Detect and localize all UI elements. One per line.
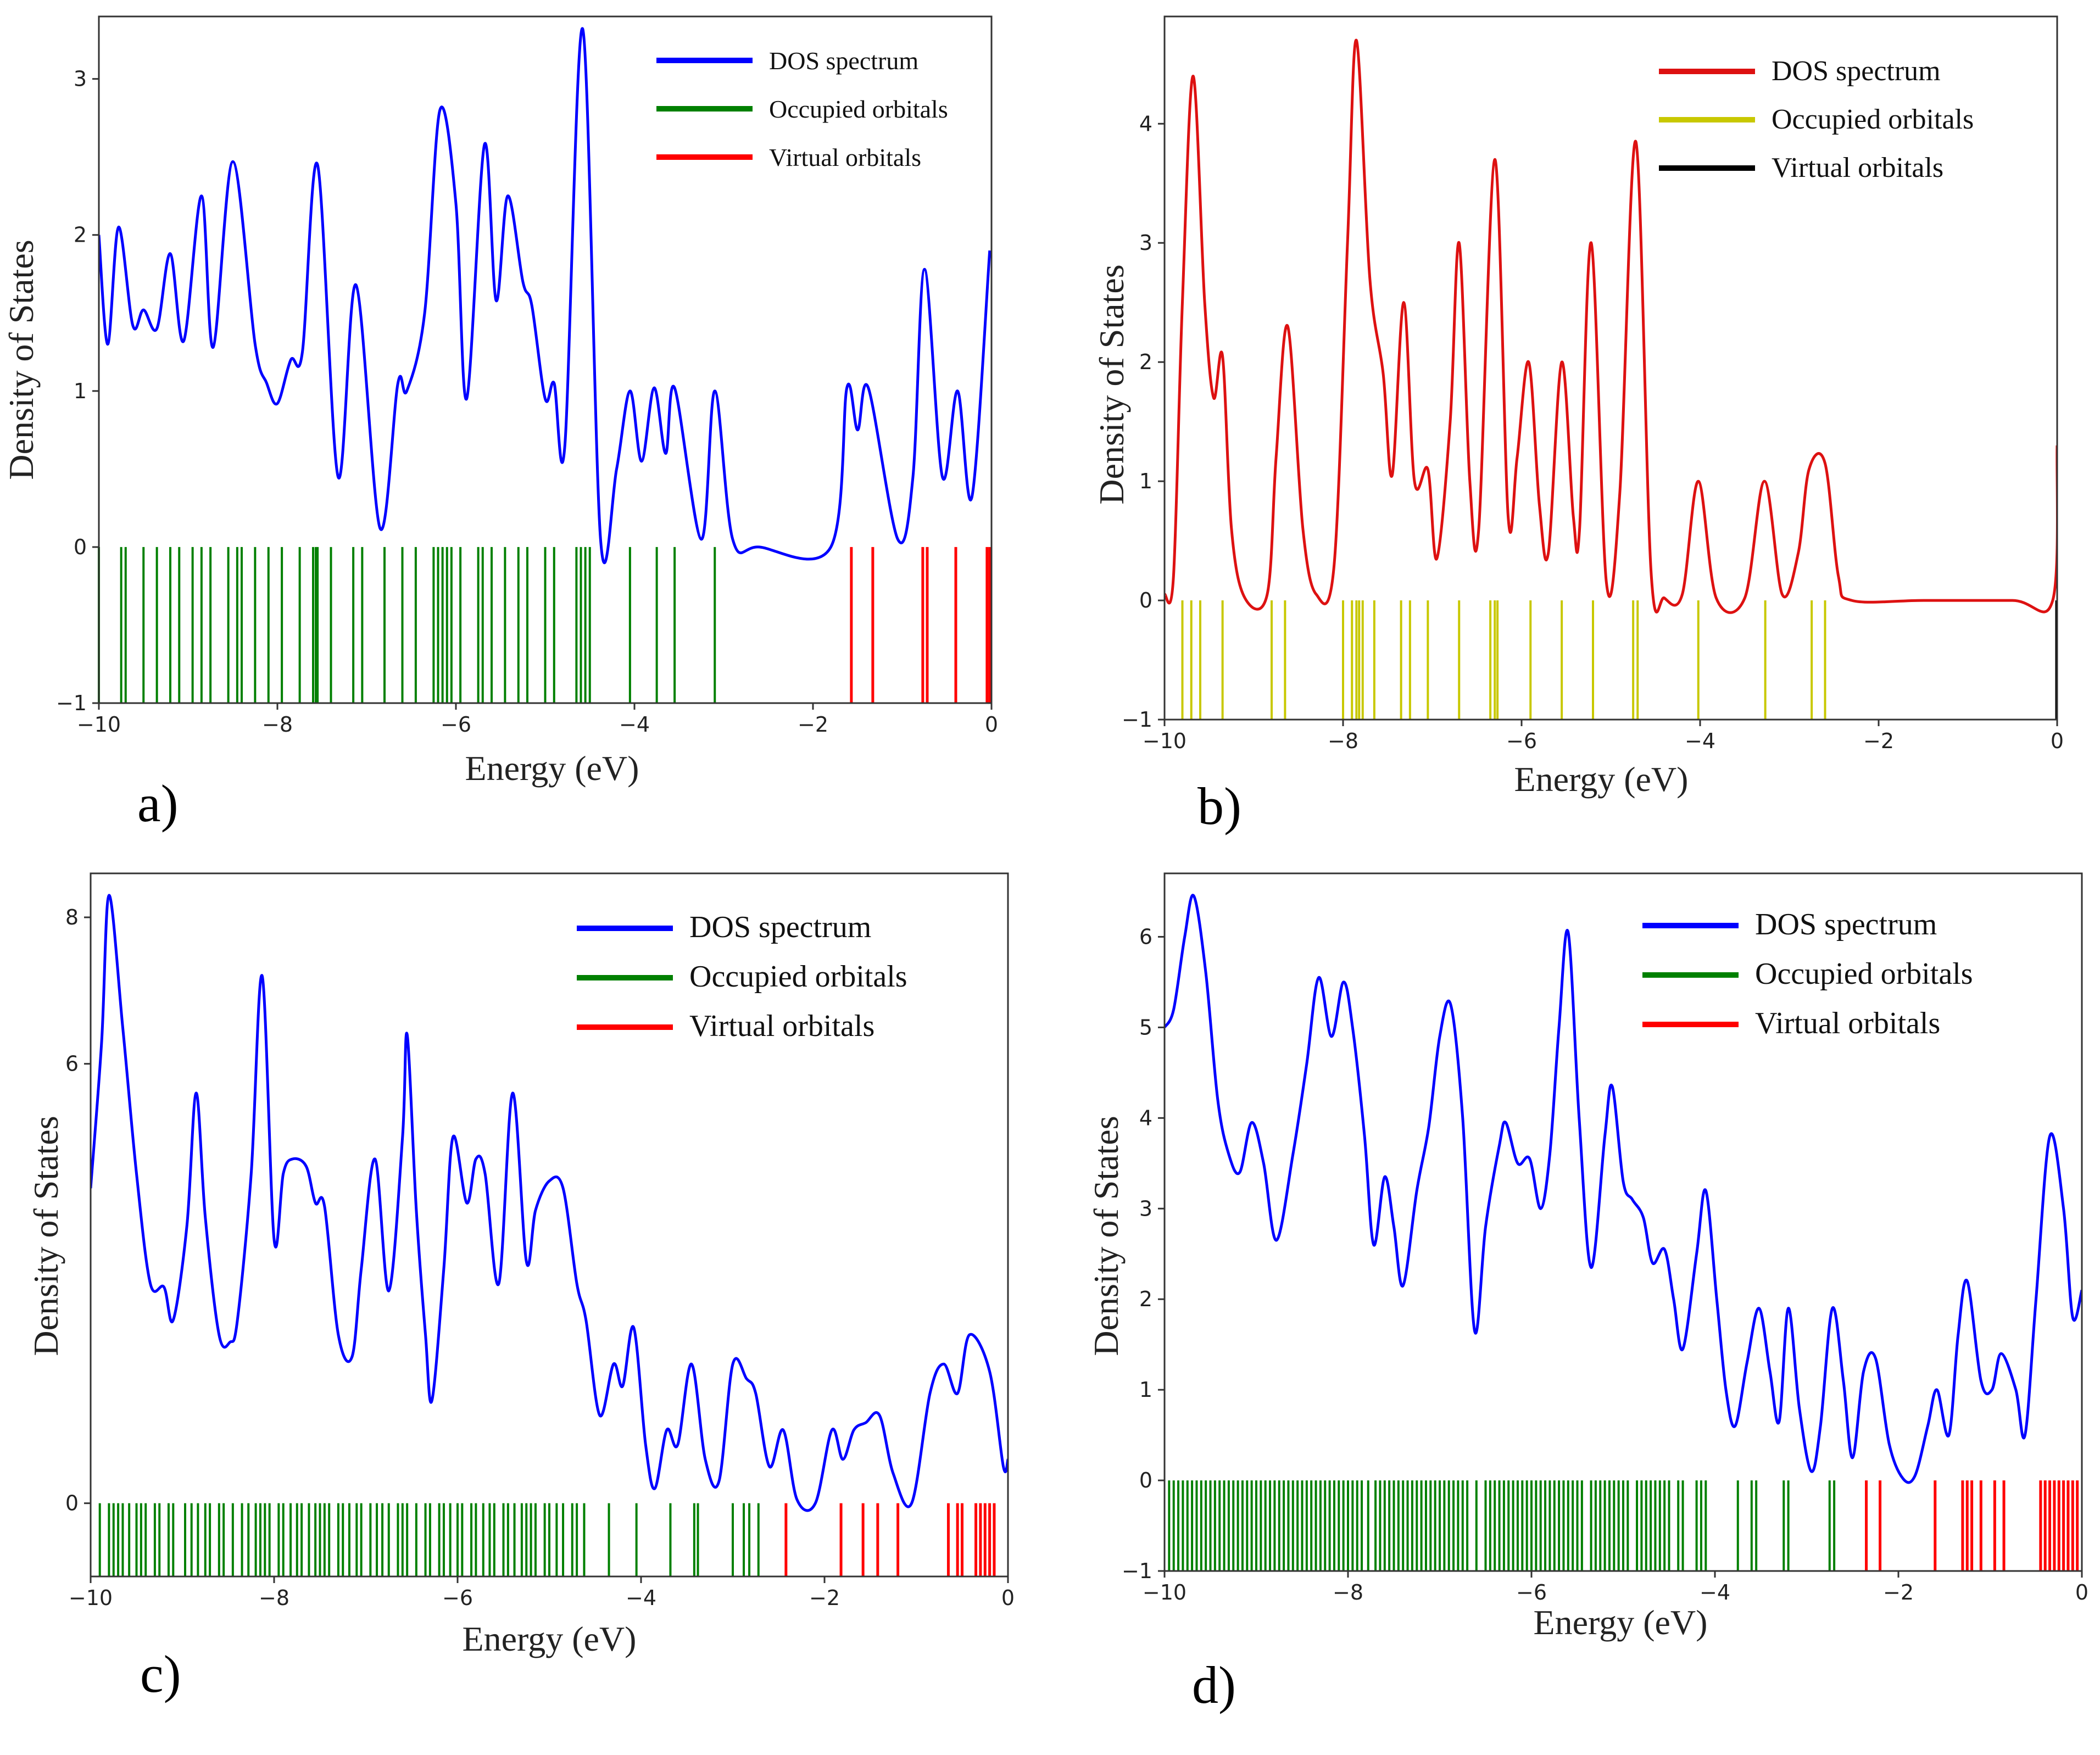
plot-frame (1163, 872, 2083, 1572)
y-tick-label: 8 (65, 905, 79, 929)
x-tick-label: −2 (798, 712, 828, 737)
x-tick-label: −8 (1333, 1580, 1363, 1604)
x-tick-label: −6 (442, 1586, 473, 1610)
x-tick-label: 0 (1001, 1586, 1015, 1610)
panel-label: a) (137, 774, 179, 833)
x-tick-label: −2 (1863, 729, 1894, 753)
y-tick-label: 0 (1139, 588, 1152, 612)
x-tick-label: −8 (259, 1586, 289, 1610)
legend-label: DOS spectrum (769, 47, 918, 75)
y-tick-label: 6 (65, 1052, 79, 1076)
plot-frame (1163, 15, 2058, 721)
y-axis-title: Density of States (1087, 1116, 1126, 1356)
legend-label: Occupied orbitals (1755, 957, 1973, 991)
legend-label: DOS spectrum (1755, 907, 1937, 941)
dos-spectrum-line (1165, 38, 2057, 614)
y-tick-label: 3 (1139, 1196, 1152, 1221)
x-axis-title: Energy (eV) (463, 1619, 637, 1658)
dos-spectrum-line (99, 27, 991, 564)
y-axis-title: Density of States (26, 1116, 65, 1356)
y-axis-title: Density of States (1092, 264, 1131, 504)
x-tick-label: −4 (619, 712, 650, 737)
y-tick-label: 2 (74, 223, 87, 247)
y-tick-label: 6 (1139, 924, 1152, 949)
legend-label: Virtual orbitals (1772, 152, 1943, 183)
x-tick-label: 0 (2051, 729, 2064, 753)
panel-label: c) (140, 1645, 181, 1703)
legend-label: Virtual orbitals (1755, 1006, 1940, 1040)
panel-label: b) (1197, 777, 1241, 835)
chart-panel-c: −10 −8 −6 −4 −2 0 0 6 8 Energy (eV) Density of Sta… (26, 872, 1015, 1703)
legend-label: Occupied orbitals (1772, 104, 1974, 135)
x-tick-label: −4 (626, 1586, 656, 1610)
plot-frame (90, 872, 1009, 1578)
y-tick-label: 2 (1139, 350, 1152, 374)
y-tick-label: 1 (1139, 469, 1152, 493)
y-axis-title: Density of States (2, 239, 41, 480)
x-tick-label: −10 (77, 712, 121, 737)
x-tick-label: 0 (985, 712, 998, 737)
legend-label: Occupied orbitals (689, 960, 907, 994)
x-tick-label: −6 (1506, 729, 1537, 753)
y-tick-label: 2 (1139, 1287, 1152, 1311)
legend-label: DOS spectrum (689, 910, 871, 944)
y-tick-label: 1 (1139, 1378, 1152, 1402)
x-tick-label: −10 (69, 1586, 113, 1610)
plot-frame (98, 15, 993, 704)
legend-label: Virtual orbitals (689, 1009, 874, 1043)
y-tick-label: 4 (1139, 1106, 1152, 1130)
x-tick-label: −10 (1143, 729, 1187, 753)
y-tick-label: 0 (1139, 1468, 1152, 1492)
y-tick-label: 3 (74, 67, 87, 91)
y-tick-label: 4 (1139, 112, 1152, 136)
x-axis-title: Energy (eV) (1514, 760, 1689, 799)
y-tick-label: −1 (1122, 1559, 1152, 1583)
panel-label: d) (1192, 1656, 1236, 1714)
y-tick-label: 3 (1139, 231, 1152, 255)
x-tick-label: −6 (1516, 1580, 1547, 1604)
x-axis-title: Energy (eV) (465, 749, 639, 788)
dos-spectrum-line (1165, 894, 2082, 1484)
x-tick-label: −2 (1883, 1580, 1914, 1604)
y-tick-label: −1 (56, 691, 87, 715)
y-tick-label: −1 (1122, 707, 1152, 732)
legend-label: DOS spectrum (1772, 55, 1941, 87)
x-tick-label: −8 (1328, 729, 1358, 753)
x-tick-label: −4 (1700, 1580, 1730, 1604)
x-tick-label: −10 (1143, 1580, 1187, 1604)
x-tick-label: −2 (809, 1586, 840, 1610)
legend-label: Occupied orbitals (769, 95, 948, 123)
x-tick-label: −8 (262, 712, 293, 737)
x-tick-label: 0 (2075, 1580, 2088, 1604)
x-tick-label: −6 (441, 712, 471, 737)
x-tick-label: −4 (1685, 729, 1715, 753)
y-tick-label: 1 (74, 379, 87, 403)
y-tick-label: 0 (65, 1491, 79, 1516)
dos-spectrum-line (91, 894, 1008, 1512)
legend-label: Virtual orbitals (769, 143, 921, 171)
x-axis-title: Energy (eV) (1534, 1603, 1708, 1642)
y-tick-label: 0 (74, 535, 87, 559)
y-tick-label: 5 (1139, 1015, 1152, 1039)
